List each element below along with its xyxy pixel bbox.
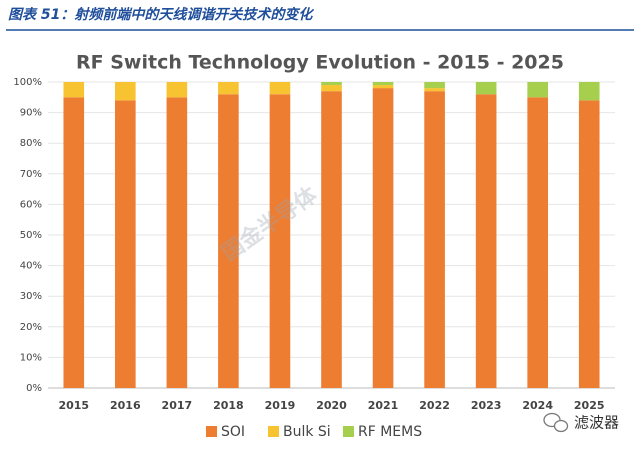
y-tick-label: 100% <box>13 77 42 88</box>
bar-segment <box>372 85 394 89</box>
bar-segment <box>63 82 85 98</box>
bar-segment <box>527 97 548 389</box>
bar-segment <box>578 100 600 389</box>
legend-swatch <box>268 426 279 437</box>
legend-label: Bulk Si <box>283 424 331 440</box>
bar-segment <box>269 82 291 95</box>
bar-segment <box>321 91 342 389</box>
bar-segment <box>115 82 136 101</box>
x-tick-label: 2024 <box>522 399 553 412</box>
y-tick-label: 30% <box>20 291 42 302</box>
y-tick-label: 70% <box>20 169 42 180</box>
bar-segment <box>475 94 497 389</box>
y-tick-label: 20% <box>20 322 42 333</box>
bar-segment <box>475 82 497 95</box>
y-tick-label: 0% <box>26 383 42 394</box>
bar-segment <box>166 97 188 389</box>
wechat-icon <box>543 412 569 433</box>
y-tick-label: 60% <box>20 199 42 210</box>
bar-segment <box>115 100 136 389</box>
bar-segment <box>578 82 600 101</box>
legend-swatch <box>206 426 217 437</box>
bar-segment <box>218 94 239 389</box>
x-tick-label: 2020 <box>316 399 347 412</box>
bar-segment <box>321 85 342 92</box>
bar-segment <box>321 82 342 86</box>
plot: 0% 10% 20% 30% 40% 50% 60% 70% 80% 90% 100% 2015 201… <box>13 77 615 440</box>
y-tick-label: 40% <box>20 261 42 272</box>
x-tick-label: 2023 <box>471 399 502 412</box>
bar-segment <box>166 82 188 98</box>
y-tick-label: 80% <box>20 138 42 149</box>
x-tick-label: 2018 <box>213 399 244 412</box>
x-tick-label: 2017 <box>162 399 193 412</box>
x-tick-label: 2015 <box>58 399 89 412</box>
x-tick-label: 2021 <box>368 399 399 412</box>
bar-segment <box>372 82 394 86</box>
bar-segment <box>269 94 291 389</box>
legend-swatch <box>343 426 354 437</box>
x-tick-label: 2025 <box>574 399 605 412</box>
chart-title: RF Switch Technology Evolution - 2015 - … <box>76 52 564 74</box>
bar-segment <box>372 88 394 389</box>
source-badge: 滤波器 <box>574 414 619 432</box>
bar-segment <box>424 82 445 89</box>
y-tick-label: 50% <box>20 230 42 241</box>
bar-segment <box>63 97 85 389</box>
x-tick-label: 2019 <box>265 399 296 412</box>
y-tick-label: 10% <box>20 352 42 363</box>
bar-segment <box>424 88 445 92</box>
y-tick-label: 90% <box>20 108 42 119</box>
bar-segment <box>527 82 548 98</box>
x-tick-label: 2016 <box>110 399 141 412</box>
x-tick-label: 2022 <box>419 399 450 412</box>
bar-segment <box>218 82 239 95</box>
legend-label: RF MEMS <box>358 424 422 440</box>
figure-caption: 图表 51：射频前端中的天线调谐开关技术的变化 <box>8 6 314 23</box>
bar-segment <box>424 91 445 389</box>
legend-label: SOI <box>221 424 245 440</box>
